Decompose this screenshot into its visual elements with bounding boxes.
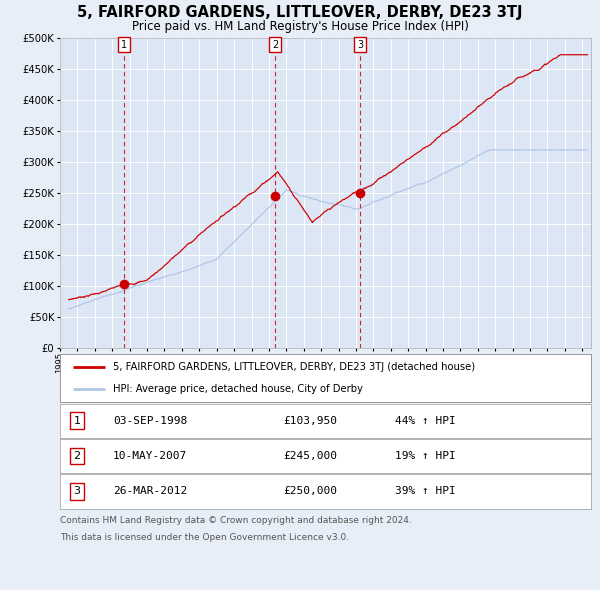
Text: 03-SEP-1998: 03-SEP-1998 <box>113 416 187 425</box>
Text: 2: 2 <box>272 40 278 50</box>
Text: 10-MAY-2007: 10-MAY-2007 <box>113 451 187 461</box>
Text: Contains HM Land Registry data © Crown copyright and database right 2024.: Contains HM Land Registry data © Crown c… <box>60 516 412 525</box>
Text: 5, FAIRFORD GARDENS, LITTLEOVER, DERBY, DE23 3TJ (detached house): 5, FAIRFORD GARDENS, LITTLEOVER, DERBY, … <box>113 362 475 372</box>
Text: This data is licensed under the Open Government Licence v3.0.: This data is licensed under the Open Gov… <box>60 533 349 542</box>
Text: 3: 3 <box>357 40 363 50</box>
Text: 19% ↑ HPI: 19% ↑ HPI <box>395 451 455 461</box>
Text: £245,000: £245,000 <box>283 451 337 461</box>
Text: 39% ↑ HPI: 39% ↑ HPI <box>395 487 455 496</box>
Text: 1: 1 <box>121 40 127 50</box>
Text: £103,950: £103,950 <box>283 416 337 425</box>
Text: 44% ↑ HPI: 44% ↑ HPI <box>395 416 455 425</box>
Text: 2: 2 <box>73 451 80 461</box>
Text: 1: 1 <box>73 416 80 425</box>
Text: 3: 3 <box>73 487 80 496</box>
Text: Price paid vs. HM Land Registry's House Price Index (HPI): Price paid vs. HM Land Registry's House … <box>131 20 469 33</box>
Text: 26-MAR-2012: 26-MAR-2012 <box>113 487 187 496</box>
Text: £250,000: £250,000 <box>283 487 337 496</box>
Text: 5, FAIRFORD GARDENS, LITTLEOVER, DERBY, DE23 3TJ: 5, FAIRFORD GARDENS, LITTLEOVER, DERBY, … <box>77 5 523 19</box>
Text: HPI: Average price, detached house, City of Derby: HPI: Average price, detached house, City… <box>113 384 363 394</box>
